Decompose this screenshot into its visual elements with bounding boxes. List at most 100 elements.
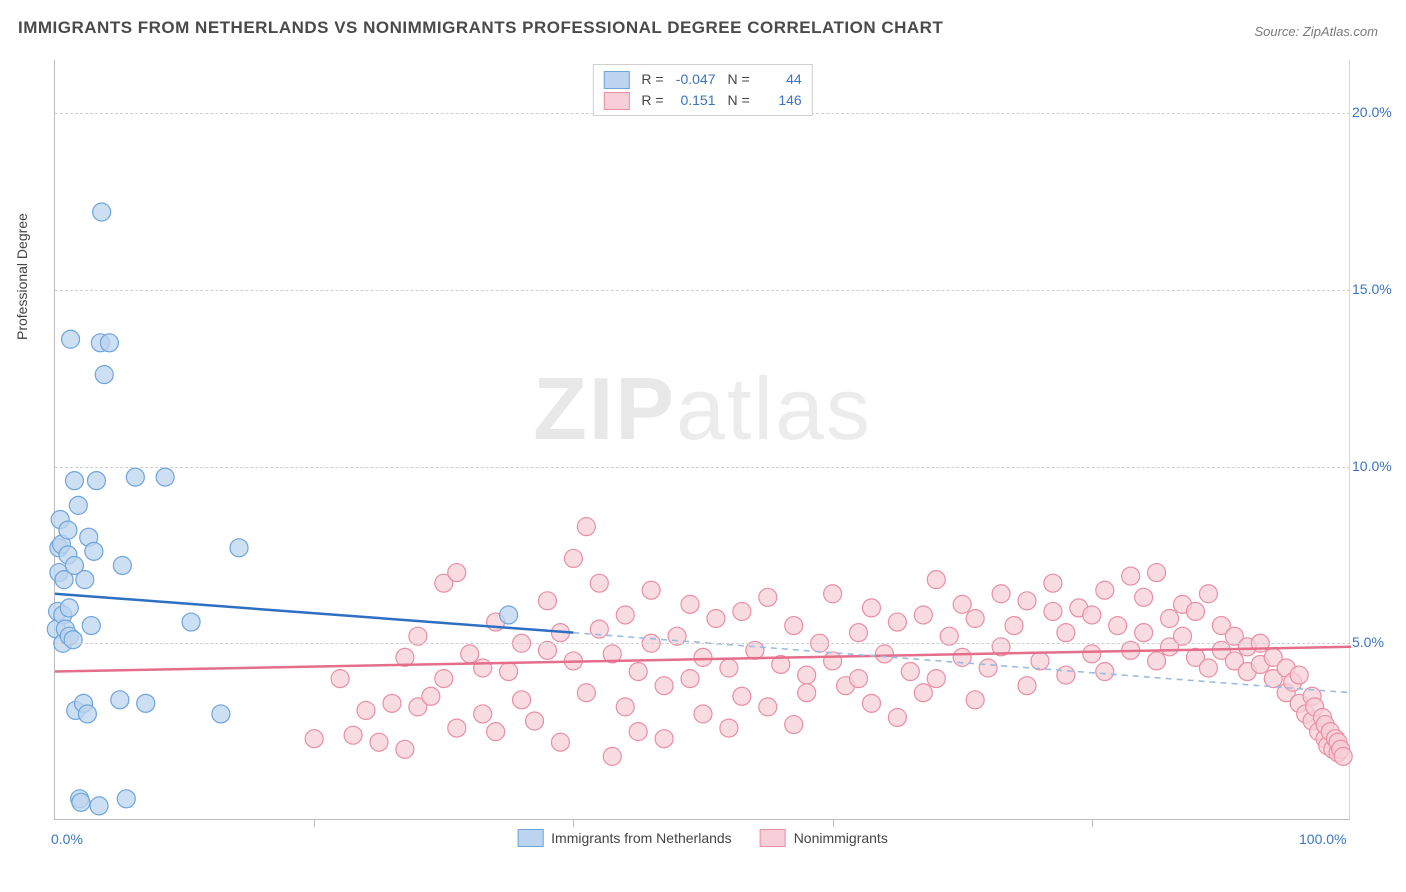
data-point	[78, 705, 96, 723]
data-point	[383, 694, 401, 712]
data-point	[603, 747, 621, 765]
data-point	[1044, 602, 1062, 620]
n-label-1: N =	[728, 69, 750, 90]
data-point	[850, 670, 868, 688]
y-tick-label: 20.0%	[1352, 104, 1402, 120]
data-point	[914, 684, 932, 702]
legend-bottom-label-2: Nonimmigrants	[794, 830, 888, 846]
data-point	[370, 733, 388, 751]
data-point	[1044, 574, 1062, 592]
data-point	[629, 663, 647, 681]
data-point	[513, 691, 531, 709]
data-point	[681, 595, 699, 613]
data-point	[901, 663, 919, 681]
data-point	[992, 585, 1010, 603]
plot-area: ZIPatlas R = -0.047 N = 44 R = 0.151 N =…	[54, 60, 1350, 820]
data-point	[435, 670, 453, 688]
data-point	[616, 606, 634, 624]
data-point	[759, 588, 777, 606]
data-point	[1199, 585, 1217, 603]
n-label-2: N =	[728, 90, 750, 111]
data-point	[60, 599, 78, 617]
gridline-h	[55, 290, 1350, 291]
data-point	[500, 663, 518, 681]
data-point	[888, 708, 906, 726]
legend-stats-box: R = -0.047 N = 44 R = 0.151 N = 146	[592, 64, 812, 116]
data-point	[798, 684, 816, 702]
data-point	[1135, 624, 1153, 642]
x-tick	[833, 819, 834, 827]
y-tick-label: 15.0%	[1352, 281, 1402, 297]
data-point	[93, 203, 111, 221]
data-point	[1083, 645, 1101, 663]
data-point	[798, 666, 816, 684]
data-point	[694, 705, 712, 723]
data-point	[1148, 564, 1166, 582]
legend-bottom-item-1: Immigrants from Netherlands	[517, 829, 732, 847]
data-point	[396, 740, 414, 758]
data-point	[1290, 666, 1308, 684]
data-point	[82, 617, 100, 635]
data-point	[69, 496, 87, 514]
data-point	[305, 730, 323, 748]
data-point	[1031, 652, 1049, 670]
data-point	[357, 701, 375, 719]
data-point	[100, 334, 118, 352]
data-point	[487, 723, 505, 741]
data-point	[538, 592, 556, 610]
data-point	[1122, 567, 1140, 585]
data-point	[824, 652, 842, 670]
x-tick	[573, 819, 574, 827]
data-point	[461, 645, 479, 663]
data-point	[733, 687, 751, 705]
data-point	[90, 797, 108, 815]
data-point	[526, 712, 544, 730]
data-point	[1096, 581, 1114, 599]
data-point	[1057, 624, 1075, 642]
x-tick	[1092, 819, 1093, 827]
data-point	[927, 670, 945, 688]
data-point	[1018, 677, 1036, 695]
gridline-h	[55, 467, 1350, 468]
source-label: Source:	[1254, 24, 1302, 39]
data-point	[87, 472, 105, 490]
data-point	[85, 542, 103, 560]
data-point	[1109, 617, 1127, 635]
legend-swatch-immigrants	[603, 71, 629, 89]
data-point	[59, 521, 77, 539]
x-tick	[314, 819, 315, 827]
data-point	[875, 645, 893, 663]
legend-stats-row-2: R = 0.151 N = 146	[603, 90, 801, 111]
gridline-h	[55, 643, 1350, 644]
legend-stats-row-1: R = -0.047 N = 44	[603, 69, 801, 90]
legend-bottom-label-1: Immigrants from Netherlands	[551, 830, 732, 846]
r-label-1: R =	[641, 69, 663, 90]
data-point	[1083, 606, 1101, 624]
data-point	[629, 723, 647, 741]
data-point	[577, 518, 595, 536]
data-point	[707, 610, 725, 628]
data-point	[62, 330, 80, 348]
x-tick-label: 100.0%	[1299, 831, 1346, 847]
data-point	[500, 606, 518, 624]
data-point	[1148, 652, 1166, 670]
data-point	[850, 624, 868, 642]
data-point	[1005, 617, 1023, 635]
data-point	[448, 564, 466, 582]
data-point	[422, 687, 440, 705]
data-point	[914, 606, 932, 624]
y-tick-label: 5.0%	[1352, 634, 1402, 650]
data-point	[927, 571, 945, 589]
data-point	[113, 556, 131, 574]
data-point	[966, 691, 984, 709]
data-point	[1096, 663, 1114, 681]
data-point	[979, 659, 997, 677]
legend-bottom-item-2: Nonimmigrants	[760, 829, 888, 847]
y-axis-label: Professional Degree	[14, 213, 30, 340]
data-point	[888, 613, 906, 631]
data-point	[1334, 747, 1352, 765]
data-point	[694, 648, 712, 666]
scatter-svg	[55, 60, 1350, 819]
data-point	[551, 733, 569, 751]
legend-bottom: Immigrants from Netherlands Nonimmigrant…	[517, 829, 888, 847]
